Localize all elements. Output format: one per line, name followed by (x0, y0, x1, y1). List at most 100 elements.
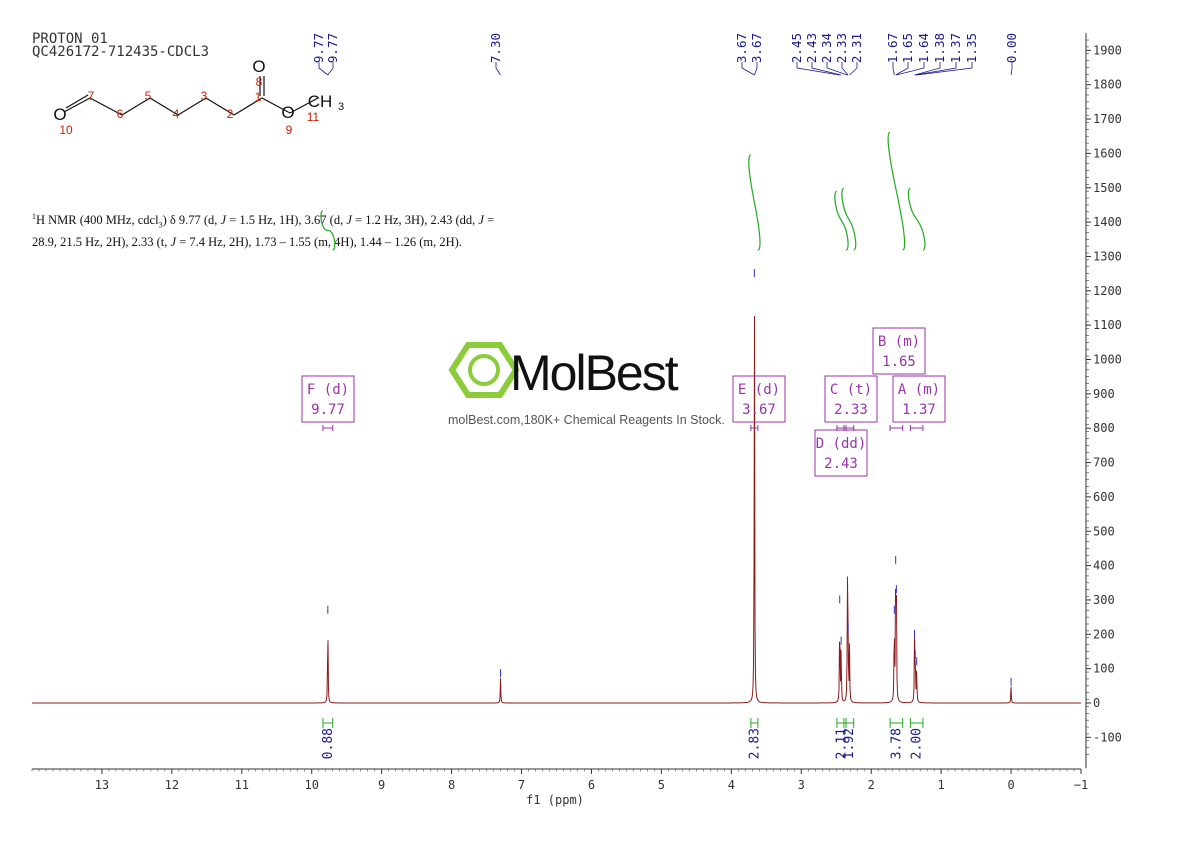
summary-segment: H NMR (400 MHz, cdcl (36, 213, 159, 228)
peak-label-leader (841, 62, 849, 76)
molbest-logo-icon (448, 342, 520, 398)
experiment-name: PROTON_01 (32, 31, 108, 47)
structure-label: CH (308, 92, 333, 111)
y-tick-label: 1500 (1093, 181, 1122, 195)
summary-line-2: 28.9, 21.5 Hz, 2H), 2.33 (t, J = 7.4 Hz,… (32, 234, 592, 251)
peak-label-leader (826, 62, 848, 76)
structure-label: 6 (117, 107, 124, 121)
structure-label: 11 (307, 110, 320, 124)
x-axis-label: f1 (ppm) (526, 793, 584, 807)
summary-segment: J (220, 213, 227, 228)
summary-segment: J (346, 213, 352, 228)
x-tick-label: 13 (95, 778, 109, 792)
structure-label: O (53, 105, 66, 124)
x-tick-label: 11 (235, 778, 249, 792)
x-tick-label: 0 (1007, 778, 1014, 792)
peak-label: 9.77 (311, 33, 326, 63)
summary-segment: J (478, 213, 484, 228)
axes: 1900180017001600150014001300120011001000… (31, 33, 1122, 807)
integral-value: 1.92 (842, 728, 857, 759)
sample-id: QC426172-712435-CDCL3 (32, 44, 210, 60)
peak-label-leader (896, 62, 925, 76)
structure-label: 3 (201, 89, 208, 103)
x-tick-label: 1 (938, 778, 945, 792)
peak-label-leader (892, 62, 895, 76)
y-tick-label: 1700 (1093, 112, 1122, 126)
peak-label: 1.67 (885, 33, 900, 63)
summary-segment: = 7.4 Hz, 2H), 1.73 – 1.55 (m, 4H), 1.44… (176, 234, 462, 249)
structure-label: 1 (255, 90, 262, 104)
multiplet-label: A (m) (898, 382, 940, 398)
multiplet-label: D (dd) (816, 436, 867, 452)
bond (121, 97, 151, 116)
multiplet-label: B (m) (878, 334, 920, 350)
multiplet-box (872, 327, 926, 375)
peak-label-leader (741, 62, 755, 76)
y-tick-label: 900 (1093, 387, 1115, 401)
y-tick-label: 1400 (1093, 215, 1122, 229)
peak-label-leader (895, 62, 909, 76)
x-tick-label: 2 (868, 778, 875, 792)
y-tick-label: 800 (1093, 421, 1115, 435)
integral-value: 2.00 (910, 728, 925, 759)
peak-labels: 9.77 9.77 7.30 3.67 3.67 2.45 2.43 2.34 2.33 2.31… (311, 33, 1019, 76)
integral-curves (320, 131, 926, 251)
summary-line-1-text: H NMR (400 MHz, cdcl3) δ 9.77 (d, J = 1.… (36, 213, 495, 230)
peak-label: 2.33 (834, 33, 849, 63)
multiplet-box (732, 375, 786, 423)
peak-label: 0.00 (1004, 33, 1019, 63)
peak-label-leader (1010, 62, 1013, 76)
peak-label: 1.65 (900, 33, 915, 63)
multiplet-label: C (t) (830, 382, 872, 398)
x-tick-label: 3 (798, 778, 805, 792)
summary-line-1: 1H NMR (400 MHz, cdcl3) δ 9.77 (d, J = 1… (32, 208, 592, 234)
peak-label: 7.30 (488, 33, 503, 63)
structure-label: 10 (59, 123, 73, 137)
peak-label: 1.64 (916, 33, 931, 63)
structure-label: 5 (145, 89, 152, 103)
peak-label: 9.77 (325, 33, 340, 63)
integral-labels: 0.88 2.83 2.111.92 3.78 2.00 (321, 718, 925, 759)
peak-label-leader (849, 62, 858, 76)
y-tick-label: 0 (1093, 696, 1100, 710)
multiplet-box (814, 429, 868, 477)
y-tick-label: 100 (1093, 662, 1115, 676)
x-tick-label: 10 (305, 778, 319, 792)
peak-label: 3.67 (749, 33, 764, 63)
summary-isotope: 1 (32, 212, 36, 221)
y-tick-label: 700 (1093, 456, 1115, 470)
bond-double (65, 94, 89, 109)
bond (289, 97, 319, 114)
x-tick-label: 9 (378, 778, 385, 792)
multiplet-shift: 2.43 (824, 456, 858, 472)
peak-label: 2.34 (819, 33, 834, 63)
y-tick-label: 1100 (1093, 318, 1122, 332)
multiplet-boxes: F (d) 9.77 E (d) 3.67 C (t) 2.33 D (dd) 2.43 B (… (301, 327, 946, 477)
peak-label: 1.37 (948, 33, 963, 63)
peak-label: 1.35 (964, 33, 979, 63)
summary-segment: 28.9, 21.5 Hz, 2H), 2.33 (t, (32, 234, 171, 249)
summary-segment: = (483, 213, 495, 228)
nmr-summary-text: 1H NMR (400 MHz, cdcl3) δ 9.77 (d, J = 1… (32, 208, 592, 251)
y-tick-label: 1600 (1093, 146, 1122, 160)
watermark-brand: MolBest (510, 345, 679, 401)
multiplet-label: F (d) (307, 382, 349, 398)
integral-curve (748, 154, 761, 251)
integral-curve (887, 131, 906, 251)
peak-label-leader (914, 62, 941, 76)
y-tick-label: 200 (1093, 627, 1115, 641)
bond (261, 97, 291, 114)
peak-label-leader (327, 62, 334, 76)
structure-label: 4 (173, 107, 180, 121)
peak-label: 2.43 (804, 33, 819, 63)
peak-label: 1.38 (932, 33, 947, 63)
multiplet-box (892, 375, 946, 423)
structure-label: O (252, 57, 265, 76)
peak-label-leader (495, 62, 501, 76)
peak-label-leader (796, 62, 840, 76)
integral-value: 2.11 (834, 728, 849, 759)
integral-curve (907, 187, 926, 251)
